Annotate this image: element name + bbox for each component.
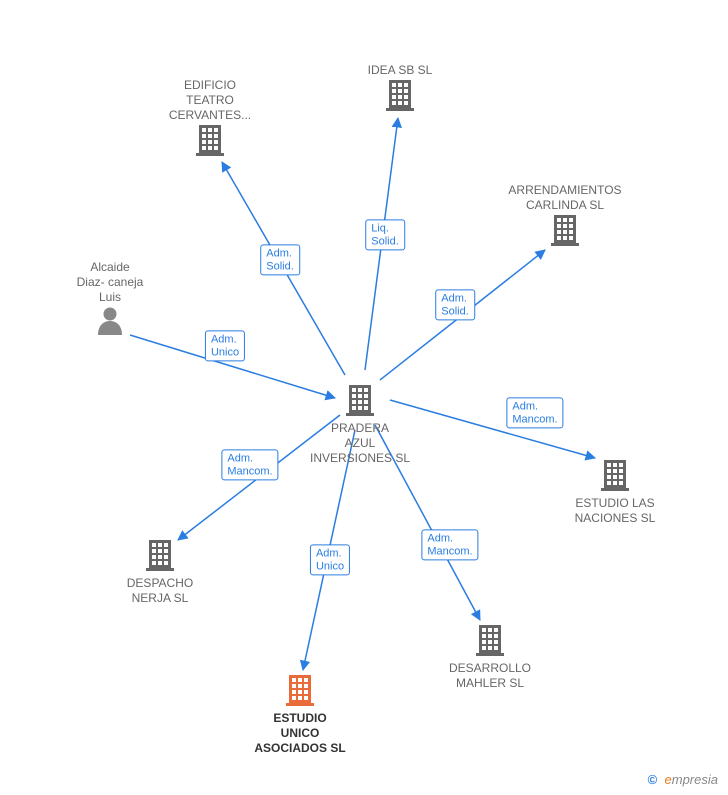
- node-center[interactable]: PRADERA AZUL INVERSIONES SL: [305, 383, 415, 466]
- edge-label: Adm. Solid.: [435, 289, 475, 320]
- node-label: Alcaide Diaz- caneja Luis: [65, 260, 155, 305]
- node-idea[interactable]: IDEA SB SL: [355, 63, 445, 116]
- node-label: IDEA SB SL: [355, 63, 445, 78]
- node-alcaide[interactable]: Alcaide Diaz- caneja Luis: [65, 260, 155, 339]
- person-icon: [96, 305, 124, 335]
- building-icon: [550, 213, 580, 247]
- node-unico[interactable]: ESTUDIO UNICO ASOCIADOS SL: [240, 673, 360, 756]
- edge-label: Adm. Mancom.: [506, 397, 563, 428]
- building-icon: [145, 538, 175, 572]
- brand-e: e: [665, 772, 672, 787]
- node-label: EDIFICIO TEATRO CERVANTES...: [160, 78, 260, 123]
- building-icon: [600, 458, 630, 492]
- building-icon: [195, 123, 225, 157]
- node-arrend[interactable]: ARRENDAMIENTOS CARLINDA SL: [500, 183, 630, 251]
- edge-label: Adm. Mancom.: [221, 449, 278, 480]
- watermark: © empresia: [648, 772, 718, 787]
- building-icon: [285, 673, 315, 707]
- edge-line: [390, 400, 595, 458]
- edge-label: Adm. Unico: [205, 330, 245, 361]
- node-label: ARRENDAMIENTOS CARLINDA SL: [500, 183, 630, 213]
- edge-label: Adm. Solid.: [260, 244, 300, 275]
- edge-label: Adm. Unico: [310, 544, 350, 575]
- brand-rest: mpresia: [672, 772, 718, 787]
- edge-label: Liq. Solid.: [365, 219, 405, 250]
- node-label: DESPACHO NERJA SL: [115, 576, 205, 606]
- node-despacho[interactable]: DESPACHO NERJA SL: [115, 538, 205, 606]
- building-icon: [345, 383, 375, 417]
- copyright-symbol: ©: [648, 772, 658, 787]
- node-label: PRADERA AZUL INVERSIONES SL: [305, 421, 415, 466]
- node-edificio[interactable]: EDIFICIO TEATRO CERVANTES...: [160, 78, 260, 161]
- node-label: ESTUDIO LAS NACIONES SL: [560, 496, 670, 526]
- node-label: ESTUDIO UNICO ASOCIADOS SL: [240, 711, 360, 756]
- node-mahler[interactable]: DESARROLLO MAHLER SL: [440, 623, 540, 691]
- building-icon: [385, 78, 415, 112]
- edge-label: Adm. Mancom.: [421, 529, 478, 560]
- node-naciones[interactable]: ESTUDIO LAS NACIONES SL: [560, 458, 670, 526]
- node-label: DESARROLLO MAHLER SL: [440, 661, 540, 691]
- building-icon: [475, 623, 505, 657]
